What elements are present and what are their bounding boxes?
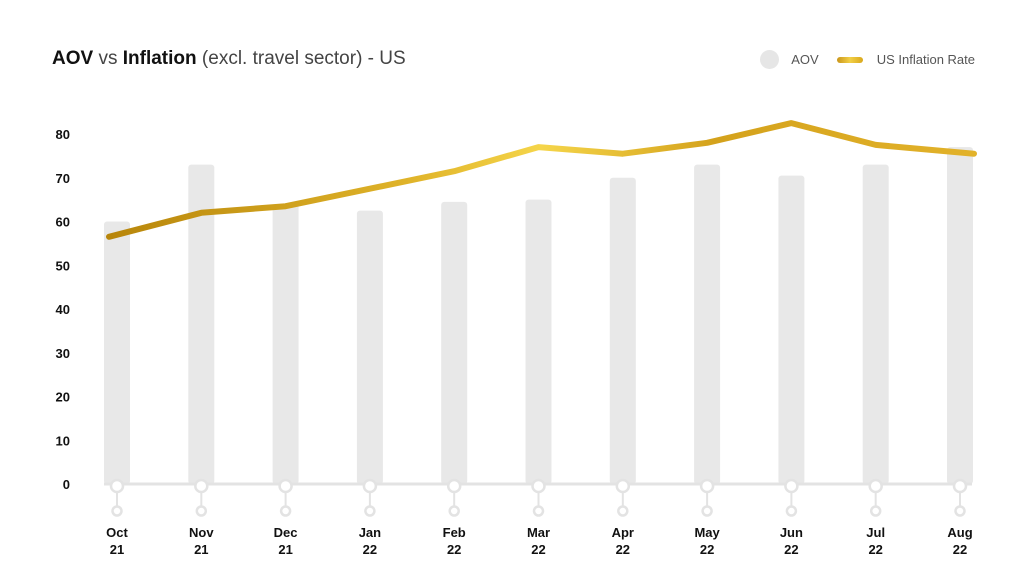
aov-bar — [441, 201, 468, 484]
y-tick-label: 80 — [56, 127, 70, 142]
x-tick-label: Mar 22 — [527, 525, 550, 557]
aov-bar — [609, 177, 636, 484]
x-tick-marker — [615, 478, 631, 517]
legend-item-aov: AOV — [760, 50, 819, 69]
x-tick-marker — [278, 478, 293, 517]
x-tick-label: Oct 21 — [106, 525, 128, 557]
y-tick-label: 30 — [56, 346, 70, 361]
aov-bar — [862, 164, 889, 484]
x-tick-marker — [868, 478, 883, 517]
x-tick-marker — [194, 478, 209, 517]
x-tick-marker — [362, 478, 378, 517]
y-tick-label: 0 — [63, 477, 70, 492]
x-tick-marker — [109, 478, 125, 517]
aov-bar — [778, 175, 805, 484]
x-tick-marker — [784, 478, 799, 517]
legend-aov-swatch — [760, 50, 780, 69]
x-tick-label: Jul 22 — [866, 525, 885, 557]
aov-bar — [272, 204, 299, 484]
x-tick-label: Jun 22 — [780, 525, 803, 557]
x-tick-label: Jan 22 — [359, 525, 381, 557]
x-tick-marker — [446, 478, 462, 517]
x-tick-label: Aug 22 — [947, 525, 972, 557]
y-tick-label: 50 — [56, 258, 70, 273]
x-tick-label: May 22 — [694, 525, 720, 557]
x-tick-marker — [699, 478, 715, 517]
title-bold-inflation: Inflation — [122, 48, 197, 69]
legend-aov-label: AOV — [791, 52, 819, 67]
y-tick-label: 40 — [56, 302, 70, 317]
x-tick-marker — [531, 478, 546, 517]
aov-bar — [104, 221, 130, 484]
title-vs: vs — [93, 48, 123, 69]
legend-item-inflation: US Inflation Rate — [836, 52, 975, 67]
chart-legend: AOV US Inflation Rate — [742, 50, 975, 69]
title-bold-aov: AOV — [52, 48, 94, 69]
y-tick-label: 60 — [56, 215, 70, 230]
aov-bar — [356, 210, 383, 484]
chart-title: AOV vs Inflation (excl. travel sector) -… — [52, 48, 406, 70]
y-tick-label: 10 — [56, 433, 70, 448]
aov-bar — [188, 164, 215, 484]
legend-inflation-swatch — [836, 56, 863, 63]
x-tick-marker — [952, 478, 968, 517]
legend-inflation-label: US Inflation Rate — [876, 52, 975, 67]
aov-bar — [694, 164, 721, 484]
inflation-line — [106, 120, 977, 240]
x-tick-label: Nov 21 — [189, 525, 214, 557]
x-tick-label: Feb 22 — [443, 525, 466, 557]
x-tick-label: Apr 22 — [612, 525, 634, 557]
aov-bar — [525, 199, 552, 484]
y-tick-label: 20 — [56, 390, 70, 405]
title-subtitle: (excl. travel sector) - US — [196, 48, 406, 69]
y-tick-label: 70 — [56, 171, 70, 186]
x-tick-label: Dec 21 — [274, 525, 298, 557]
aov-bar — [947, 147, 973, 484]
